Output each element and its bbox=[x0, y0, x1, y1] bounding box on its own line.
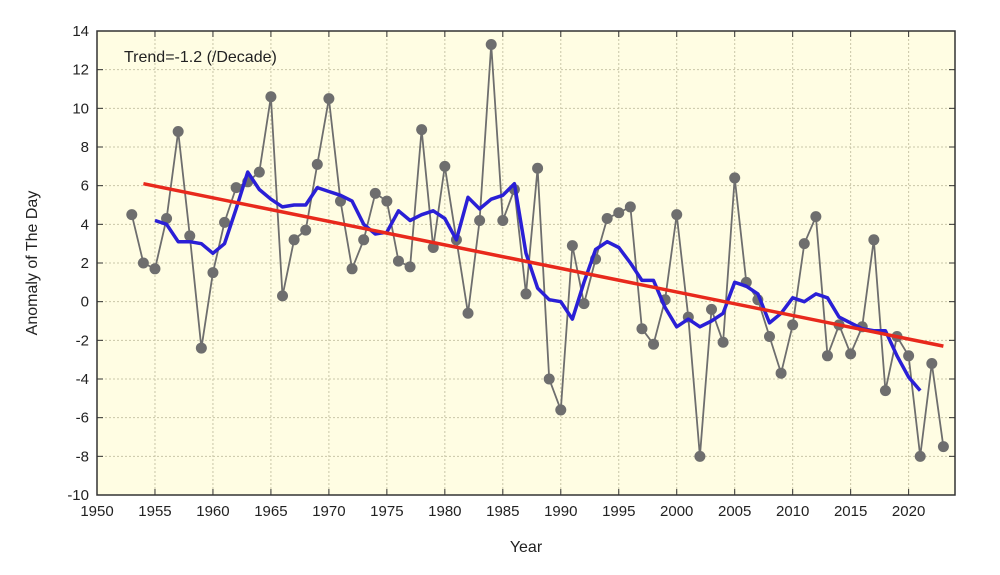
data-point bbox=[879, 385, 891, 397]
x-tick-label: 1965 bbox=[254, 503, 287, 520]
x-axis: 1950 1955 1960 1965 1970 1975 1980 1985 1990 1995… bbox=[80, 31, 925, 520]
data-point bbox=[706, 303, 718, 315]
data-point bbox=[253, 166, 265, 178]
data-point bbox=[300, 224, 312, 236]
running-mean-line bbox=[154, 170, 922, 392]
y-tick-label: 8 bbox=[81, 139, 89, 156]
x-tick-label: 1975 bbox=[370, 503, 403, 520]
data-point bbox=[845, 348, 857, 360]
x-tick-label: 1980 bbox=[428, 503, 461, 520]
plot-frame bbox=[96, 30, 956, 496]
trend-annotation: Trend=-1.2 (/Decade) bbox=[124, 49, 277, 66]
x-tick-label: 1970 bbox=[312, 503, 345, 520]
data-point bbox=[323, 93, 335, 105]
data-point bbox=[775, 367, 787, 379]
y-tick-label: -2 bbox=[76, 332, 89, 349]
data-point bbox=[161, 213, 173, 225]
y-tick-label: -4 bbox=[76, 371, 89, 388]
x-tick-label: 2010 bbox=[776, 503, 809, 520]
y-tick-label: 10 bbox=[72, 100, 89, 117]
trend-line bbox=[143, 181, 944, 348]
x-tick-label: 1960 bbox=[196, 503, 229, 520]
data-point bbox=[729, 172, 741, 184]
data-point bbox=[937, 441, 949, 453]
y-axis-label: Anomaly of The Day bbox=[24, 191, 41, 336]
data-point bbox=[717, 336, 729, 348]
data-point bbox=[821, 350, 833, 362]
y-tick-label: 2 bbox=[81, 255, 89, 272]
x-axis-label: Year bbox=[510, 539, 543, 556]
data-point bbox=[520, 288, 532, 300]
data-point bbox=[763, 330, 775, 342]
data-point bbox=[358, 234, 370, 246]
x-tick-label: 1955 bbox=[138, 503, 171, 520]
x-tick-label: 2005 bbox=[718, 503, 751, 520]
data-point bbox=[277, 290, 289, 302]
data-point bbox=[207, 267, 219, 279]
data-point bbox=[230, 182, 242, 194]
data-point bbox=[137, 257, 149, 269]
data-point bbox=[474, 214, 486, 226]
data-point bbox=[543, 373, 555, 385]
y-tick-label: 14 bbox=[72, 23, 89, 40]
data-point bbox=[149, 263, 161, 275]
data-point bbox=[868, 234, 880, 246]
data-point bbox=[798, 238, 810, 250]
data-point bbox=[126, 209, 138, 221]
x-tick-label: 1990 bbox=[544, 503, 577, 520]
data-point bbox=[624, 201, 636, 213]
data-point bbox=[184, 230, 196, 242]
data-point bbox=[613, 207, 625, 219]
data-point bbox=[648, 338, 660, 350]
data-point bbox=[914, 450, 926, 462]
data-point bbox=[404, 261, 416, 273]
x-tick-label: 2015 bbox=[834, 503, 867, 520]
x-tick-label: 1985 bbox=[486, 503, 519, 520]
data-point bbox=[566, 240, 578, 252]
x-tick-label: 1995 bbox=[602, 503, 635, 520]
y-tick-label: -6 bbox=[76, 410, 89, 427]
data-point bbox=[497, 214, 509, 226]
y-tick-label: -10 bbox=[67, 487, 89, 504]
data-point bbox=[694, 450, 706, 462]
data-point bbox=[195, 342, 207, 354]
data-point bbox=[601, 213, 613, 225]
data-point bbox=[532, 162, 544, 174]
x-tick-label: 2000 bbox=[660, 503, 693, 520]
data-point bbox=[311, 158, 323, 170]
data-point bbox=[555, 404, 567, 416]
data-point bbox=[671, 209, 683, 221]
y-axis: -10 -8 -6 -4 -2 0 2 4 6 8 10 12 14 bbox=[67, 23, 955, 504]
data-point bbox=[369, 187, 381, 199]
data-point bbox=[346, 263, 358, 275]
y-tick-label: -8 bbox=[76, 448, 89, 465]
data-point bbox=[439, 160, 451, 172]
y-tick-label: 12 bbox=[72, 62, 89, 79]
data-point bbox=[926, 358, 938, 370]
x-tick-label: 1950 bbox=[80, 503, 113, 520]
data-point bbox=[636, 323, 648, 335]
data-point bbox=[787, 319, 799, 331]
data-point bbox=[810, 211, 822, 223]
data-point bbox=[392, 255, 404, 267]
y-tick-label: 6 bbox=[81, 178, 89, 195]
x-tick-label: 2020 bbox=[892, 503, 925, 520]
data-point bbox=[219, 216, 231, 228]
data-point bbox=[416, 124, 428, 136]
data-point bbox=[381, 195, 393, 207]
data-point bbox=[578, 298, 590, 310]
data-point bbox=[172, 126, 184, 138]
y-tick-label: 0 bbox=[81, 294, 89, 311]
data-point bbox=[462, 307, 474, 319]
series-layer bbox=[126, 39, 949, 462]
data-point bbox=[485, 39, 497, 51]
y-tick-label: 4 bbox=[81, 216, 89, 233]
data-point bbox=[265, 91, 277, 103]
data-point bbox=[903, 350, 915, 362]
data-point bbox=[288, 234, 300, 246]
